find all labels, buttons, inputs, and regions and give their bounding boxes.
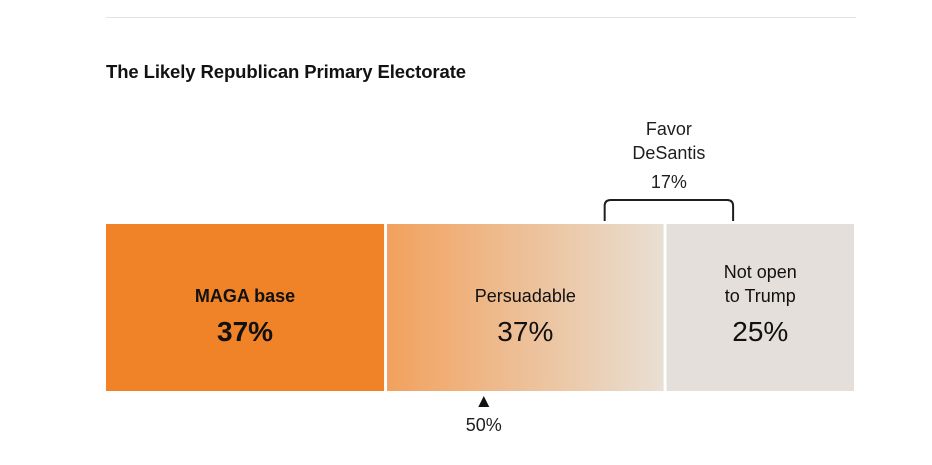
segment-value-1: 37%: [217, 316, 273, 347]
bracket: [603, 199, 735, 221]
bar-segment-1: [106, 224, 385, 391]
segment-label-3: to Trump: [725, 286, 796, 306]
bracket-label: Favor: [646, 119, 692, 139]
bar-segment-3: [666, 224, 854, 391]
bar-segment-2: [387, 224, 664, 391]
marker-arrow-icon: [478, 396, 490, 407]
top-divider: [106, 17, 856, 18]
segment-label-2: Persuadable: [475, 286, 576, 306]
chart-title: The Likely Republican Primary Electorate: [106, 61, 466, 82]
segment-label-3: Not open: [724, 262, 797, 282]
segment-value-2: 37%: [497, 316, 553, 347]
segment-label-1: MAGA base: [195, 286, 295, 306]
marker-label: 50%: [466, 415, 502, 435]
segment-value-3: 25%: [732, 316, 788, 347]
bracket-label: DeSantis: [632, 143, 705, 163]
bracket-value: 17%: [651, 172, 687, 192]
